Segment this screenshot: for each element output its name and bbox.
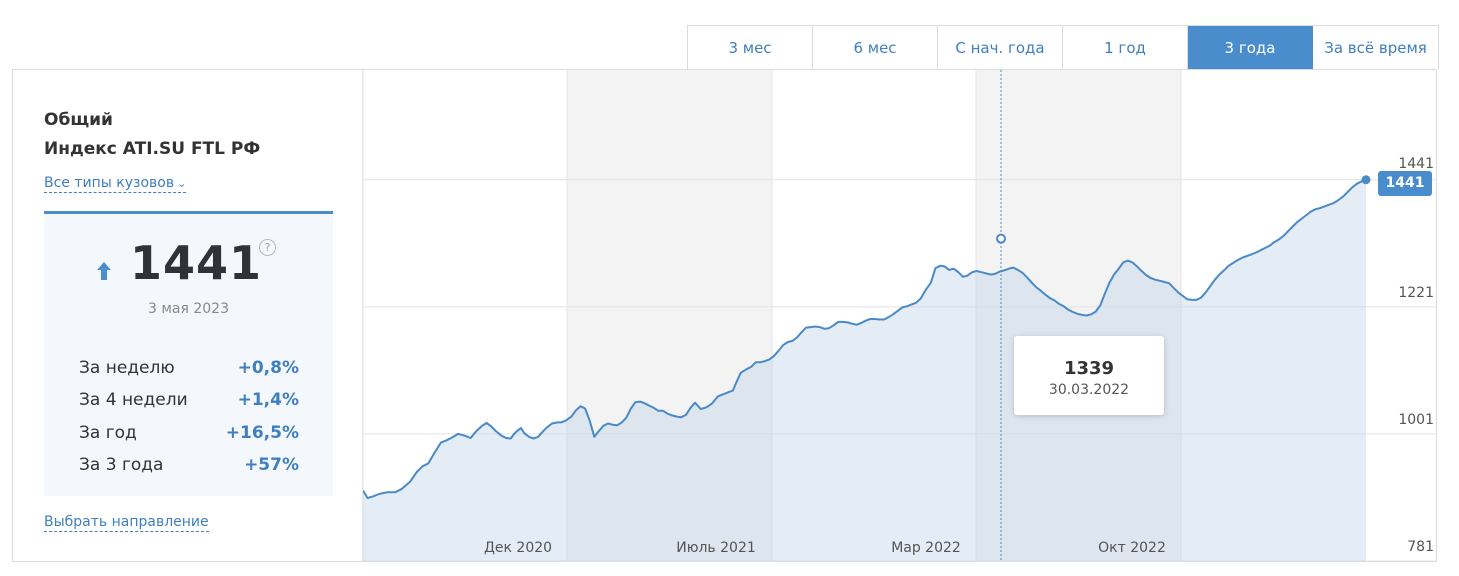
change-value: +1,4% — [237, 390, 299, 411]
chart-band — [567, 70, 772, 561]
last-value-badge: 1441 — [1378, 171, 1432, 196]
change-value: +16,5% — [225, 422, 299, 443]
change-value: +0,8% — [237, 358, 299, 379]
last-point — [1361, 175, 1371, 185]
change-label: За 4 недели — [79, 390, 188, 411]
tab-year-to-date[interactable]: С нач. года — [938, 26, 1063, 70]
tooltip-date: 30.03.2022 — [1048, 382, 1130, 398]
change-label: За неделю — [79, 358, 175, 379]
summary-panel: Общий Индекс ATI.SU FTL РФ Все типы кузо… — [13, 70, 363, 561]
index-title-line1: Общий — [44, 110, 113, 130]
y-tick-label: 1001 — [1398, 412, 1434, 428]
x-tick-label: Окт 2022 — [1098, 540, 1166, 556]
change-label: За год — [79, 422, 137, 443]
series-line — [363, 178, 1367, 499]
index-date: 3 мая 2023 — [148, 301, 229, 317]
choose-direction-link[interactable]: Выбрать направление — [44, 514, 209, 532]
period-tabs: 3 мес 6 мес С нач. года 1 год 3 года За … — [687, 25, 1439, 70]
change-row-4-weeks: За 4 недели +1,4% — [79, 384, 299, 416]
chevron-down-icon: ⌄ — [177, 177, 187, 190]
tab-3-years[interactable]: 3 года — [1188, 26, 1313, 70]
index-card: Общий Индекс ATI.SU FTL РФ Все типы кузо… — [12, 69, 1437, 562]
series-area — [363, 179, 1366, 561]
x-tick-label: Дек 2020 — [484, 540, 552, 556]
change-value: +57% — [244, 455, 299, 476]
change-label: За 3 года — [79, 455, 164, 476]
chart-band — [976, 70, 1181, 561]
highlight-point — [996, 233, 1006, 244]
change-row-week: За неделю +0,8% — [79, 352, 299, 384]
x-tick-label: Мар 2022 — [891, 540, 961, 556]
tooltip-value: 1339 — [1063, 358, 1115, 379]
index-chart[interactable]: 781 1001 1221 1441 Дек 2020 Июль 2021 Мар 2022… — [363, 70, 1436, 561]
tab-1-year[interactable]: 1 год — [1063, 26, 1188, 70]
change-row-3-years: За 3 года +57% — [79, 449, 299, 481]
change-list: За неделю +0,8% За 4 недели +1,4% За год… — [79, 352, 299, 481]
help-icon[interactable]: ? — [259, 239, 276, 256]
x-tick-label: Июль 2021 — [676, 540, 756, 556]
tab-all-time[interactable]: За всё время — [1324, 39, 1427, 57]
chart-tooltip: 1339 30.03.2022 — [1014, 336, 1164, 415]
tab-3-months[interactable]: 3 мес — [688, 26, 813, 70]
stat-box: 1441 ? 3 мая 2023 За неделю +0,8% За 4 н… — [44, 211, 333, 496]
change-row-year: За год +16,5% — [79, 417, 299, 449]
y-tick-label: 1221 — [1398, 285, 1434, 301]
y-tick-label: 1441 — [1398, 156, 1434, 172]
index-value: 1441 — [130, 236, 263, 290]
tab-6-months[interactable]: 6 мес — [813, 26, 938, 70]
body-types-label: Все типы кузовов — [44, 175, 175, 191]
index-title-line2: Индекс ATI.SU FTL РФ — [44, 139, 261, 159]
index-title: Общий Индекс ATI.SU FTL РФ — [44, 106, 260, 164]
body-types-link[interactable]: Все типы кузовов ⌄ — [44, 175, 187, 193]
y-tick-label: 781 — [1407, 539, 1434, 555]
arrow-up-icon — [97, 262, 111, 280]
